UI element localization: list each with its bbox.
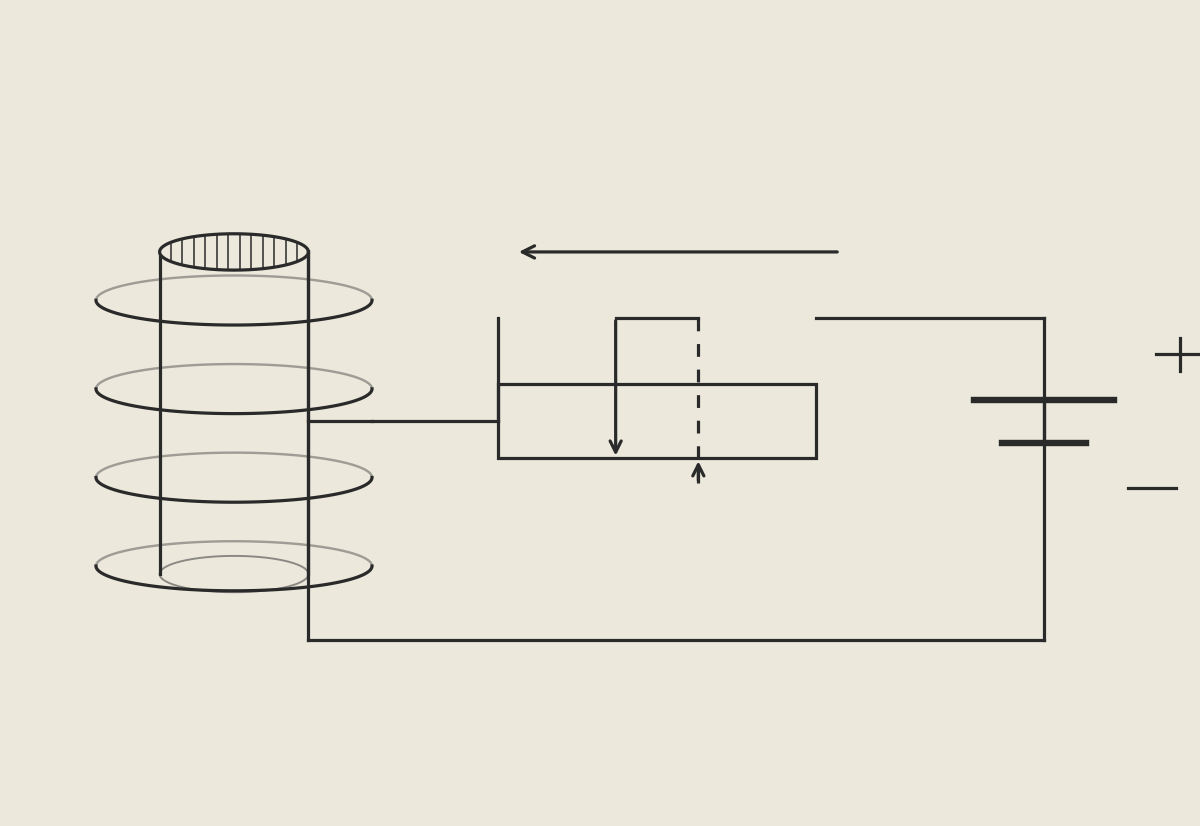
- Bar: [498, 384, 816, 458]
- Polygon shape: [160, 234, 308, 270]
